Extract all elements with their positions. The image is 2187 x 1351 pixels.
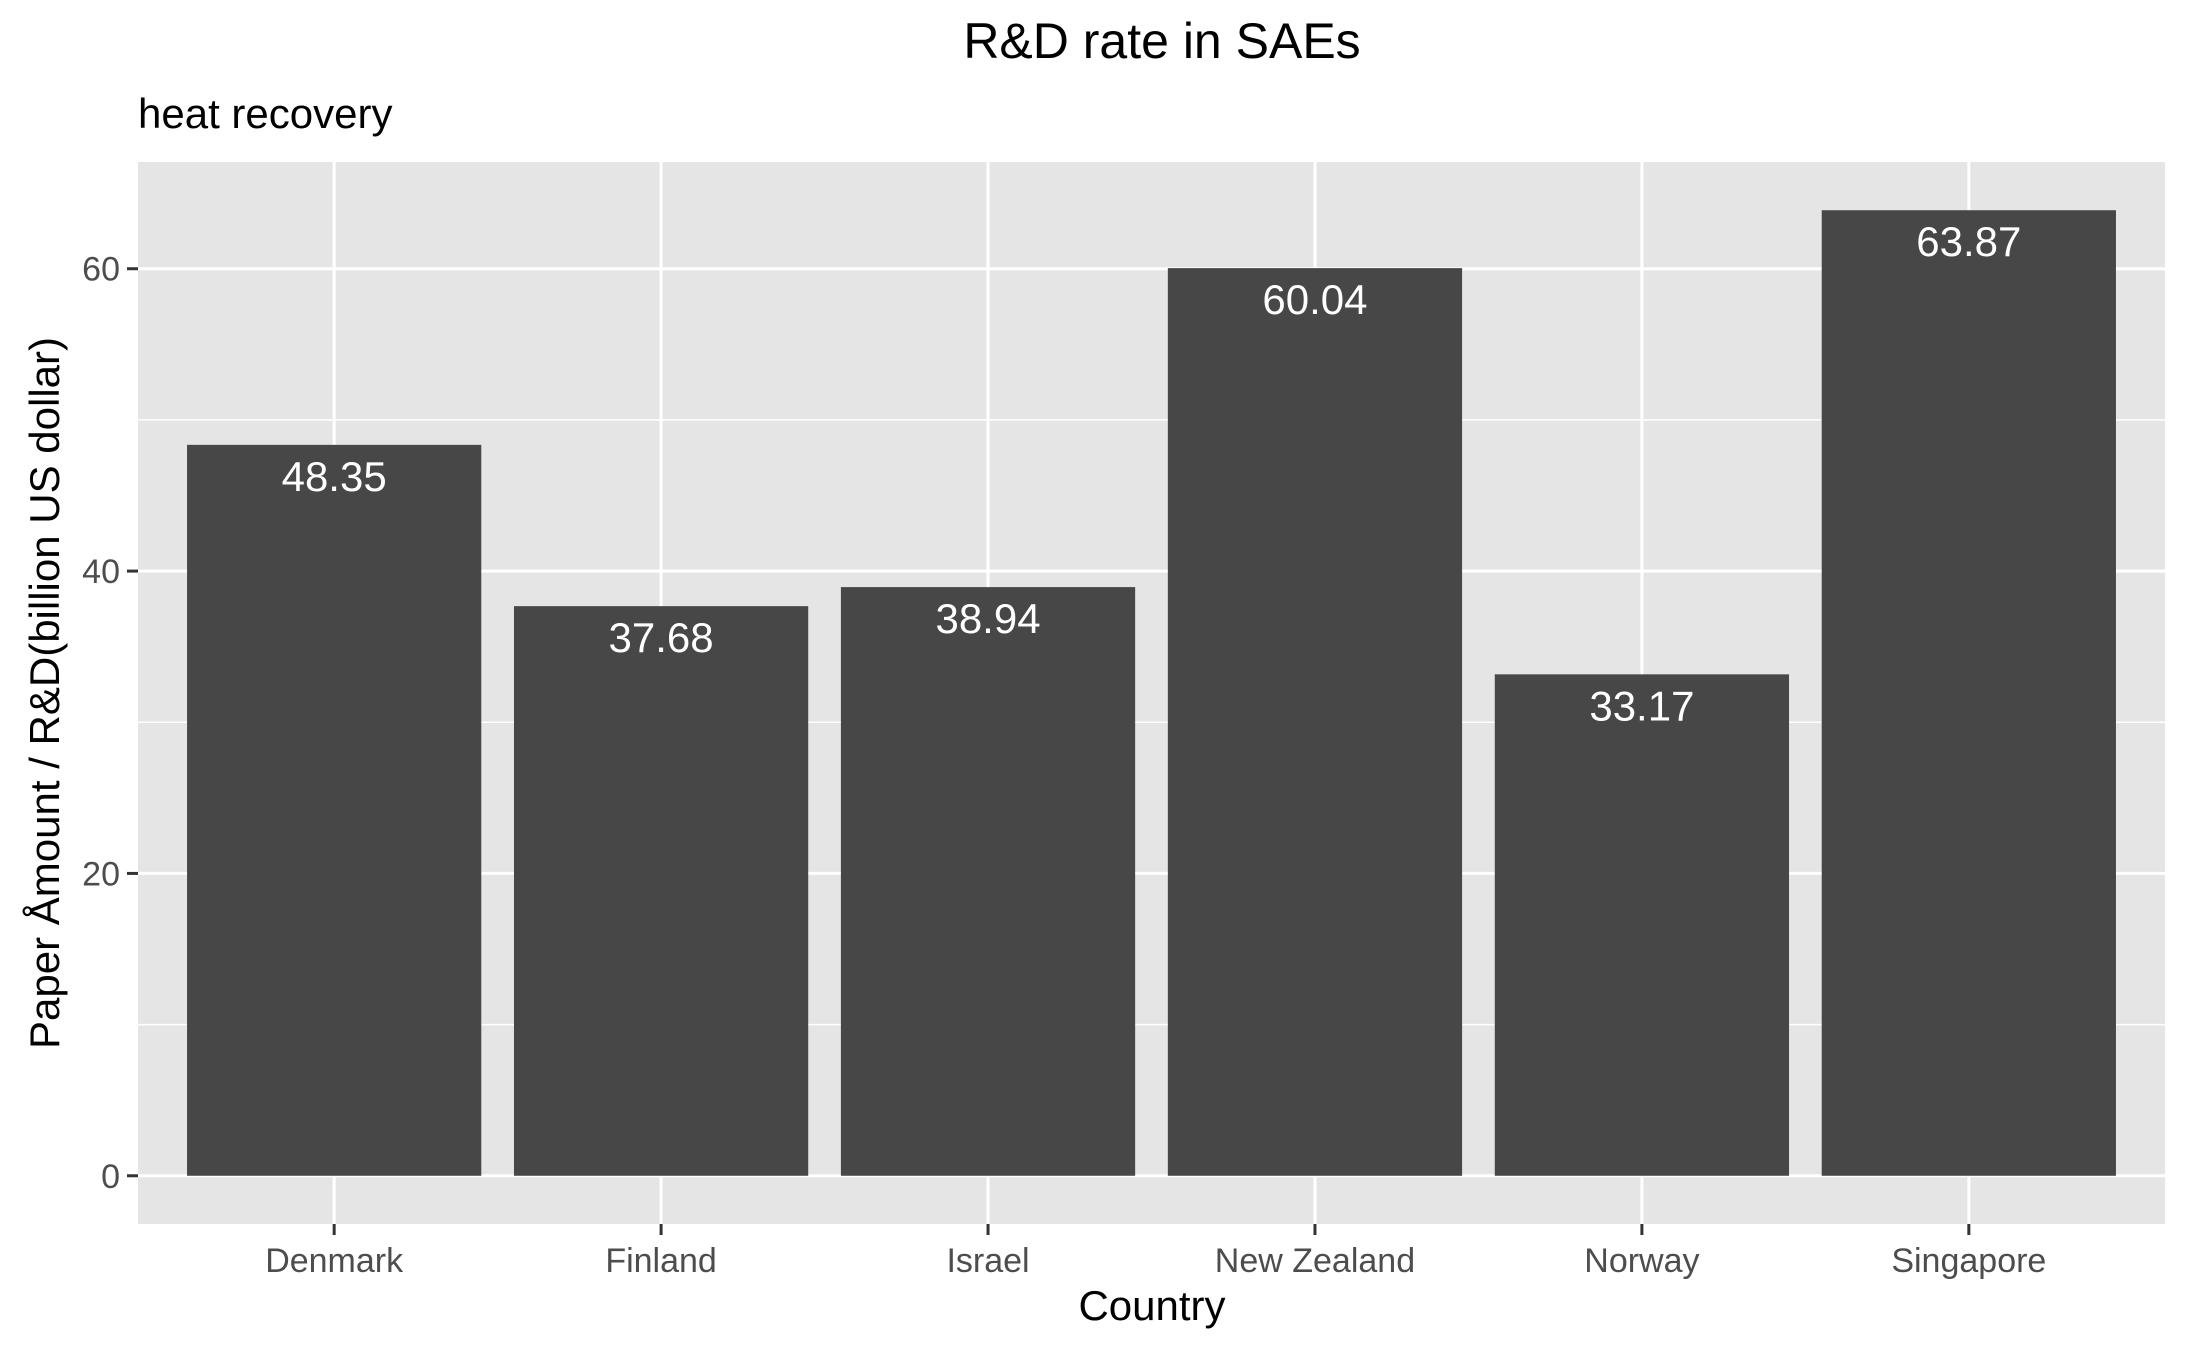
x-tick-label: Norway [1584, 1242, 1699, 1280]
y-tick-label: 40 [82, 553, 120, 591]
data-labels: 48.35 37.68 38.94 60.04 33.17 63.87 [282, 218, 2022, 729]
y-tick-label: 60 [82, 251, 120, 289]
bar-finland [513, 606, 809, 1176]
bar-israel [840, 587, 1136, 1176]
x-tick-label: Finland [605, 1242, 717, 1280]
data-label: 48.35 [282, 453, 387, 500]
x-axis-title: Country [1078, 1282, 1225, 1329]
data-label: 38.94 [935, 595, 1040, 642]
x-tick-label: Israel [946, 1242, 1029, 1280]
y-axis: 0 20 40 60 [82, 251, 138, 1196]
bar-denmark [187, 444, 482, 1176]
x-tick-label: Singapore [1891, 1242, 2046, 1280]
bar-singapore [1821, 210, 2116, 1176]
data-label: 60.04 [1262, 276, 1367, 323]
bars [187, 210, 2116, 1176]
y-tick-label: 0 [101, 1158, 120, 1196]
y-tick-label: 20 [82, 855, 120, 893]
chart-title: R&D rate in SAEs [963, 13, 1360, 69]
data-label: 63.87 [1916, 218, 2021, 265]
x-tick-label: New Zealand [1215, 1242, 1415, 1280]
x-axis: Denmark Finland Israel New Zealand Norway Sin… [265, 1224, 2046, 1280]
bar-new-zealand [1167, 268, 1463, 1176]
data-label: 33.17 [1589, 682, 1694, 729]
data-label: 37.68 [609, 614, 714, 661]
y-axis-title: Paper Åmount / R&D(billion US dollar) [21, 337, 68, 1049]
x-tick-label: Denmark [265, 1242, 404, 1280]
bar-norway [1494, 674, 1790, 1176]
chart-subtitle: heat recovery [138, 90, 392, 137]
